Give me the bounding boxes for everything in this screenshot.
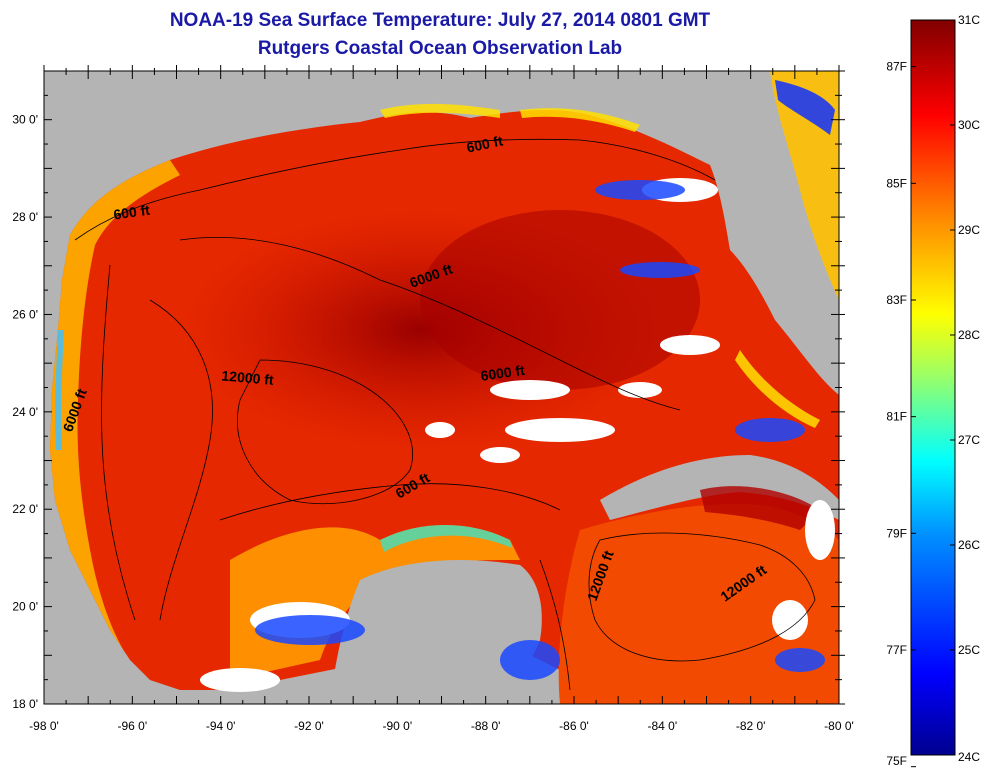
contour-label: 6000 ft xyxy=(480,362,526,384)
x-tick-label: -96 0' xyxy=(118,719,148,733)
warm-core-inner xyxy=(420,210,700,390)
contour-label: 600 ft xyxy=(465,132,504,155)
x-tick-label: -86 0' xyxy=(559,719,589,733)
y-axis-ticks: 30 0' 28 0' 26 0' 24 0' 22 0' 20 0' 18 0' xyxy=(12,70,845,711)
yucatan-cold-front xyxy=(380,525,512,552)
colorbar-fahrenheit-label: 81F xyxy=(886,410,907,424)
caribbean-water xyxy=(558,504,839,704)
florida-land xyxy=(735,71,839,360)
colorbar-celsius-label: 24C xyxy=(958,750,980,764)
western-cold-strip xyxy=(55,330,64,450)
x-axis-ticks: -98 0' -96 0' -94 0' -92 0' -90 0' -88 0' -86 … xyxy=(29,65,854,733)
atlantic-cold-patch xyxy=(775,80,835,135)
colorbar-celsius-label: 26C xyxy=(958,538,980,552)
colorbar-celsius-labels: 31C 30C 29C 28C 27C 26C 25C 24C xyxy=(950,13,980,764)
y-tick-label: 30 0' xyxy=(12,113,38,127)
x-tick-label: -98 0' xyxy=(29,719,59,733)
colorbar-fahrenheit-label: 79F xyxy=(886,526,907,540)
bathymetry-contours xyxy=(74,138,816,691)
coastal-fringes xyxy=(380,103,820,428)
contour-label: 600 ft xyxy=(112,202,151,223)
y-tick-label: 18 0' xyxy=(12,697,38,711)
colorbar-fahrenheit-label: 87F xyxy=(886,60,907,74)
x-tick-label: -88 0' xyxy=(471,719,501,733)
colorbar-fahrenheit-label: 77F xyxy=(886,643,907,657)
x-tick-label: -92 0' xyxy=(294,719,324,733)
x-tick-label: -90 0' xyxy=(383,719,413,733)
colorbar-celsius-label: 31C xyxy=(958,13,980,27)
y-tick-label: 26 0' xyxy=(12,307,38,321)
colorbar-fahrenheit-labels: 87F 85F 83F 81F 79F 77F 75F xyxy=(886,60,916,768)
colorbar xyxy=(910,19,956,756)
colorbar-celsius-label: 27C xyxy=(958,433,980,447)
y-tick-label: 20 0' xyxy=(12,600,38,614)
caribbean-warm-patch xyxy=(700,486,820,530)
colorbar-fahrenheit-label: 83F xyxy=(886,293,907,307)
map-panel xyxy=(44,71,839,704)
y-tick-label: 28 0' xyxy=(12,210,38,224)
x-tick-label: -84 0' xyxy=(648,719,678,733)
colorbar-celsius-label: 29C xyxy=(958,223,980,237)
western-cool-band xyxy=(50,160,180,660)
colorbar-fahrenheit-label: 75F xyxy=(886,754,907,768)
colorbar-celsius-label: 30C xyxy=(958,118,980,132)
x-tick-label: -82 0' xyxy=(736,719,766,733)
map-subtitle: Rutgers Coastal Ocean Observation Lab xyxy=(257,38,623,59)
colorbar-celsius-label: 25C xyxy=(958,643,980,657)
map-title: NOAA-19 Sea Surface Temperature: July 27… xyxy=(169,10,711,31)
y-tick-label: 24 0' xyxy=(12,405,38,419)
yucatan-land xyxy=(330,560,542,704)
x-tick-label: -94 0' xyxy=(206,719,236,733)
cold-water-patches xyxy=(255,180,825,680)
colorbar-celsius-label: 28C xyxy=(958,328,980,342)
contour-label: 12000 ft xyxy=(221,367,275,388)
y-tick-label: 22 0' xyxy=(12,502,38,516)
x-tick-label: -80 0' xyxy=(824,719,854,733)
colorbar-fahrenheit-label: 85F xyxy=(886,176,907,190)
